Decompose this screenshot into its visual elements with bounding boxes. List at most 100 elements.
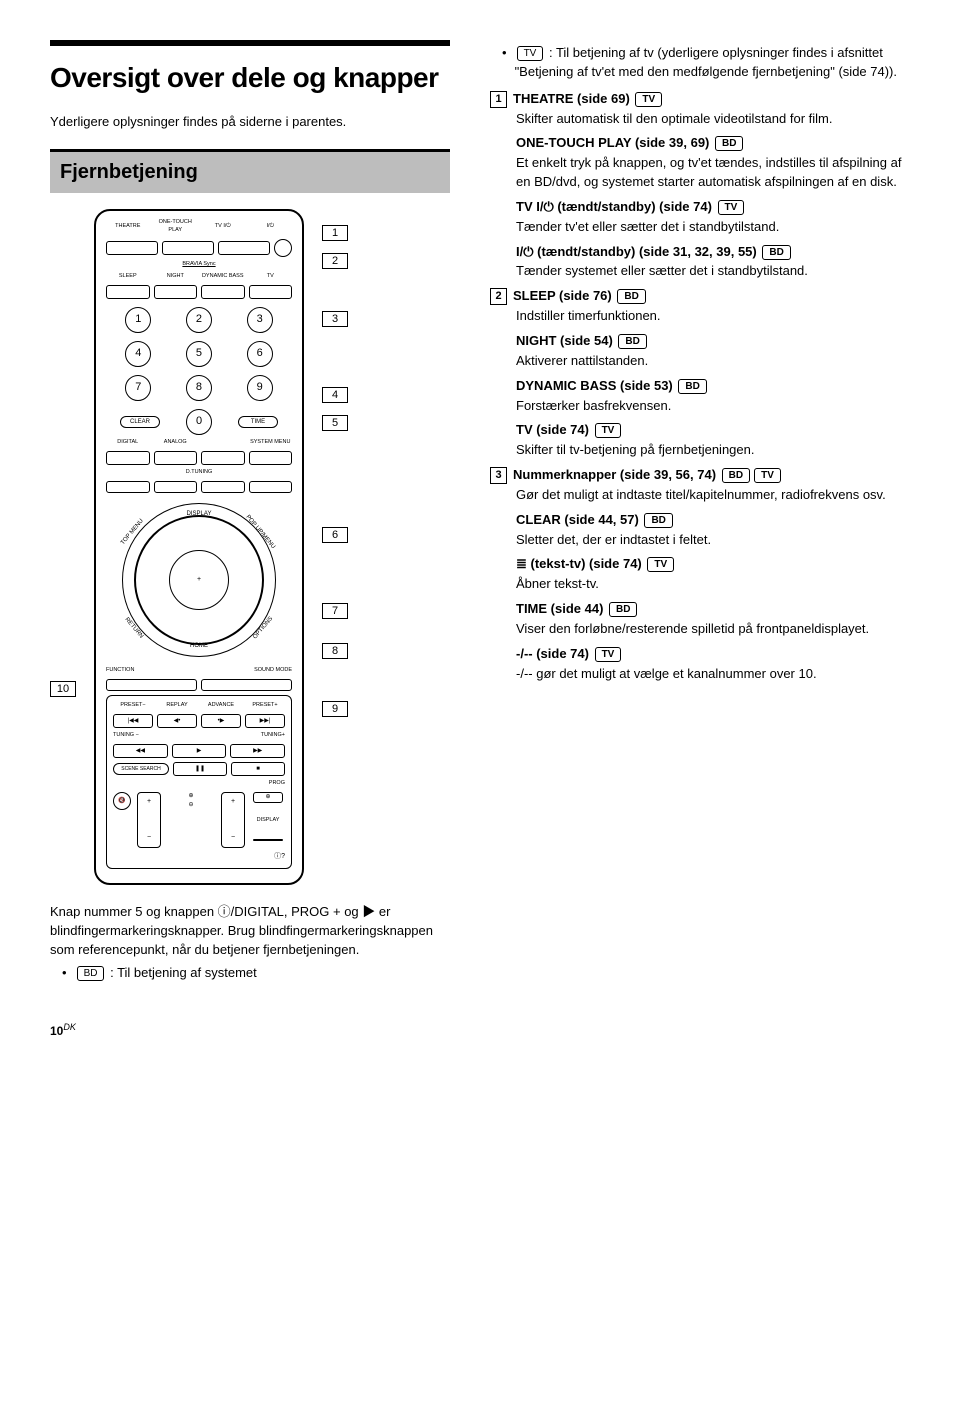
btn-7: 7	[125, 375, 151, 401]
btn-sleep	[106, 285, 150, 299]
remote-diagram: 10 THEATRE ONE-TOUCH PLAY TV I/⏻ I/⏻ BRA…	[50, 209, 450, 885]
entry-body: Åbner tekst-tv.	[516, 575, 910, 594]
entry-item: DYNAMIC BASS (side 53) BDForstærker basf…	[490, 377, 910, 416]
entry-body: -/-- gør det muligt at vælge et kanalnum…	[516, 665, 910, 684]
bullet-tv: TV : Til betjening af tv (yderligere opl…	[502, 44, 910, 82]
btn-9: 9	[247, 375, 273, 401]
entry-tag: BD	[644, 513, 672, 528]
entry-tag: BD	[722, 468, 750, 483]
page-number-value: 10	[50, 1024, 63, 1038]
tag-bd: BD	[77, 966, 105, 981]
btn-5: 5	[186, 341, 212, 367]
entry-head: TIME (side 44) BD	[516, 600, 910, 619]
entry-head: TV (side 74) TV	[516, 421, 910, 440]
entry-title: Nummerknapper (side 39, 56, 74)	[513, 467, 720, 482]
entry-tag: TV	[635, 92, 662, 107]
bullet-bd: BD : Til betjening af systemet	[62, 964, 450, 983]
btn-night	[154, 285, 198, 299]
callout-7: 7	[322, 603, 348, 619]
entry-tag: BD	[617, 289, 645, 304]
entry-item: ONE-TOUCH PLAY (side 39, 69) BDEt enkelt…	[490, 134, 910, 192]
btn-analog	[154, 451, 198, 465]
tag-tv: TV	[517, 46, 544, 61]
btn-clear: CLEAR	[120, 416, 160, 428]
section-title: Fjernbetjening	[50, 149, 450, 193]
btn-color-4	[249, 481, 293, 493]
callouts-right: 1 2 3 4 5 6 7 8 9	[322, 209, 348, 719]
callout-5: 5	[322, 415, 348, 431]
entry-tag: BD	[762, 245, 790, 260]
entry-number: 2	[490, 288, 507, 305]
entry-body: Forstærker basfrekvensen.	[516, 397, 910, 416]
lbl-presetplus: PRESET+	[245, 702, 285, 710]
entry-tag: TV	[754, 468, 781, 483]
btn-4: 4	[125, 341, 151, 367]
entry-head: 2SLEEP (side 76) BD	[490, 287, 910, 306]
btn-sysmenu	[249, 451, 293, 465]
btn-color-3	[201, 481, 245, 493]
entry-title: CLEAR (side 44, 57)	[516, 512, 642, 527]
btn-volume: +−	[137, 792, 161, 848]
entry-body: Tænder tv'et eller sætter det i standbyt…	[516, 218, 910, 237]
callout-3: 3	[322, 311, 348, 327]
intro-text: Yderligere oplysninger findes på siderne…	[50, 113, 450, 132]
callouts-left: 10	[50, 209, 76, 699]
entry-title: TV (side 74)	[516, 422, 593, 437]
entry-title: -/-- (side 74)	[516, 646, 593, 661]
btn-prog: +−	[221, 792, 245, 848]
btn-8: 8	[186, 375, 212, 401]
entry-item: -/-- (side 74) TV-/-- gør det muligt at …	[490, 645, 910, 684]
entry-body: Indstiller timerfunktionen.	[516, 307, 910, 326]
lbl-digital: DIGITAL	[106, 439, 150, 447]
bullet-bd-text: : Til betjening af systemet	[110, 965, 257, 980]
btn-digital	[106, 451, 150, 465]
entry-tag: BD	[618, 334, 646, 349]
page-number: 10DK	[50, 1021, 910, 1040]
entry-body: Aktiverer nattilstanden.	[516, 352, 910, 371]
lbl-bravia: BRAVIA Sync	[106, 261, 292, 269]
lbl-theatre: THEATRE	[106, 223, 150, 231]
btn-onetouch	[162, 241, 214, 255]
entry-tag: TV	[718, 200, 745, 215]
lbl-tv: TV	[249, 273, 293, 281]
callout-4: 4	[322, 387, 348, 403]
entry-body: Et enkelt tryk på knappen, og tv'et tænd…	[516, 154, 910, 192]
btn-enter: +	[169, 550, 229, 610]
bullet-tv-text: : Til betjening af tv (yderligere oplysn…	[515, 45, 897, 79]
btn-stop: ■	[231, 762, 285, 776]
btn-play: ▶	[172, 744, 227, 758]
lbl-dtuning: D.TUNING	[106, 469, 292, 477]
entry-item: CLEAR (side 44, 57) BDSletter det, der e…	[490, 511, 910, 550]
entry-title: I/⏻ (tændt/standby) (side 31, 32, 39, 55…	[516, 244, 760, 259]
entry-head: TV I/⏻ (tændt/standby) (side 74) TV	[516, 198, 910, 217]
btn-0: 0	[186, 409, 212, 435]
entry-body: Viser den forløbne/resterende spilletid …	[516, 620, 910, 639]
entry-head: DYNAMIC BASS (side 53) BD	[516, 377, 910, 396]
entry-head: NIGHT (side 54) BD	[516, 332, 910, 351]
callout-9: 9	[322, 701, 348, 717]
entry-head: 1THEATRE (side 69) TV	[490, 90, 910, 109]
entry-title: ≣ (tekst-tv) (side 74)	[516, 556, 645, 571]
lbl-night: NIGHT	[154, 273, 198, 281]
lbl-power: I/⏻	[249, 223, 293, 231]
btn-bass	[201, 285, 245, 299]
btn-soundmode	[201, 679, 292, 691]
btn-prev: |◀◀	[113, 714, 153, 728]
remote-caption: Knap nummer 5 og knappen ⓘ/DIGITAL, PROG…	[50, 903, 450, 960]
entry-number: 1	[490, 91, 507, 108]
entry-item: 2SLEEP (side 76) BDIndstiller timerfunkt…	[490, 287, 910, 326]
entry-item: ≣ (tekst-tv) (side 74) TVÅbner tekst-tv.	[490, 555, 910, 594]
btn-advance: •▶	[201, 714, 241, 728]
entry-item: 1THEATRE (side 69) TVSkifter automatisk …	[490, 90, 910, 129]
entry-head: -/-- (side 74) TV	[516, 645, 910, 664]
callout-1: 1	[322, 225, 348, 241]
lbl-tuningp: TUNING+	[201, 732, 285, 740]
btn-replay: ◀•	[157, 714, 197, 728]
entry-body: Tænder systemet eller sætter det i stand…	[516, 262, 910, 281]
nav-wheel: DISPLAY HOME TOP MENU POP UP/MENU RETURN…	[122, 503, 276, 657]
lbl-options: OPTIONS	[251, 615, 275, 641]
btn-mute: 🔇	[113, 792, 131, 810]
btn-ffwd: ▶▶	[230, 744, 285, 758]
btn-function	[106, 679, 197, 691]
entry-tag: TV	[595, 423, 622, 438]
